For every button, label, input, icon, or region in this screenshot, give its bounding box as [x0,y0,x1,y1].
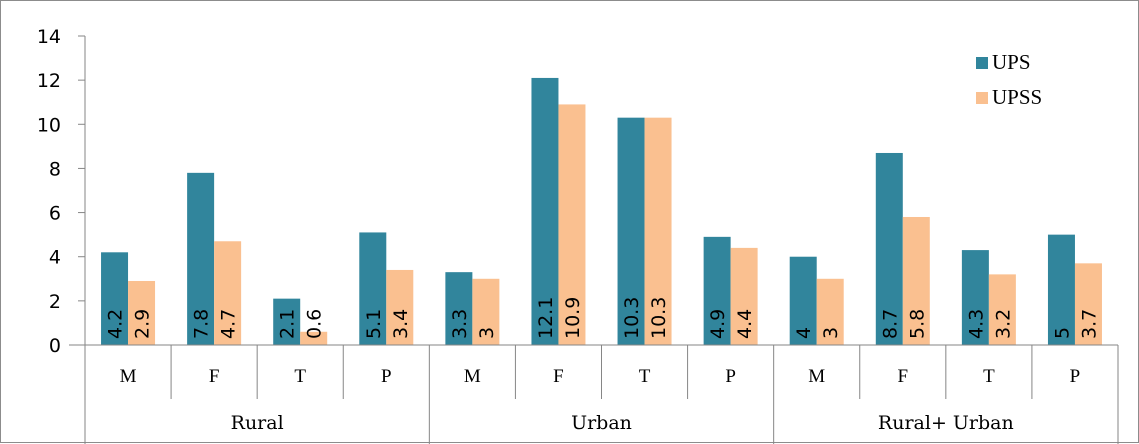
data-label-upss: 3 [476,327,498,339]
y-tick-label: 8 [49,158,61,180]
y-tick-label: 14 [37,26,61,48]
bar-upss [128,280,156,345]
bar-ups [617,117,645,346]
data-label-ups: 12.1 [535,297,557,339]
bar-ups [531,77,559,345]
bar-upss [988,274,1016,345]
data-label-upss: 2.9 [132,309,154,339]
bar-upss [300,331,328,345]
bar-upss [214,241,242,345]
data-label-upss: 4.4 [734,309,756,339]
y-tick-label: 0 [49,335,61,357]
data-label-ups: 10.3 [621,297,643,339]
category-label: T [639,366,651,387]
data-label-ups: 4.2 [105,309,127,339]
category-label: T [983,366,995,387]
data-label-upss: 5.8 [906,309,928,339]
category-label: P [381,366,392,387]
category-label: T [294,366,306,387]
bar-ups [1047,234,1075,345]
bar-upss [558,104,586,346]
data-label-upss: 10.3 [648,297,670,339]
category-label: M [120,366,137,387]
data-label-ups: 4.9 [707,309,729,339]
bar-upss [730,247,758,345]
data-label-upss: 4.7 [218,309,240,339]
y-tick-label: 4 [49,247,61,269]
group-label: Rural [231,412,284,434]
data-label-ups: 2.1 [277,309,299,339]
bar-ups [875,152,903,345]
bar-ups [961,250,989,345]
data-label-ups: 4 [793,327,815,339]
bar-ups [359,232,387,345]
y-tick-label: 6 [49,203,61,225]
category-label: F [553,366,564,387]
category-label: M [464,366,481,387]
bar-upss [386,269,414,345]
y-tick-label: 2 [49,291,61,313]
data-label-ups: 4.3 [965,309,987,339]
bar-upss [644,117,672,346]
bar-upss [816,278,844,345]
bar-ups [273,298,301,345]
data-label-upss: 10.9 [562,297,584,339]
data-label-ups: 5.1 [363,309,385,339]
legend-label-upss: UPSS [992,85,1042,109]
category-label: P [1070,366,1081,387]
category-label: M [808,366,825,387]
bar-ups [101,252,129,345]
data-label-ups: 3.3 [449,309,471,339]
legend-swatch-upss [976,92,988,104]
group-label: Urban [571,412,632,434]
bar-upss [472,278,500,345]
y-tick-label: 10 [37,114,61,136]
data-label-upss: 3.7 [1078,309,1100,339]
bar-ups [445,272,473,345]
group-label: Rural+ Urban [878,412,1014,434]
category-label: P [725,366,736,387]
legend-label-ups: UPS [992,50,1031,74]
data-label-ups: 7.8 [191,309,213,339]
category-label: F [898,366,909,387]
data-label-ups: 8.7 [879,309,901,339]
data-label-upss: 0.6 [304,309,326,339]
bar-ups [703,236,731,345]
data-label-ups: 5 [1051,327,1073,339]
bar-upss [1074,263,1102,345]
y-tick-label: 12 [37,70,61,92]
bar-ups [187,172,215,345]
category-label: F [209,366,220,387]
legend-swatch-ups [976,57,988,69]
data-label-upss: 3.2 [992,309,1014,339]
bar-upss [902,216,930,345]
data-label-upss: 3.4 [390,309,412,339]
data-label-upss: 3 [820,327,842,339]
bar-ups [789,256,817,345]
